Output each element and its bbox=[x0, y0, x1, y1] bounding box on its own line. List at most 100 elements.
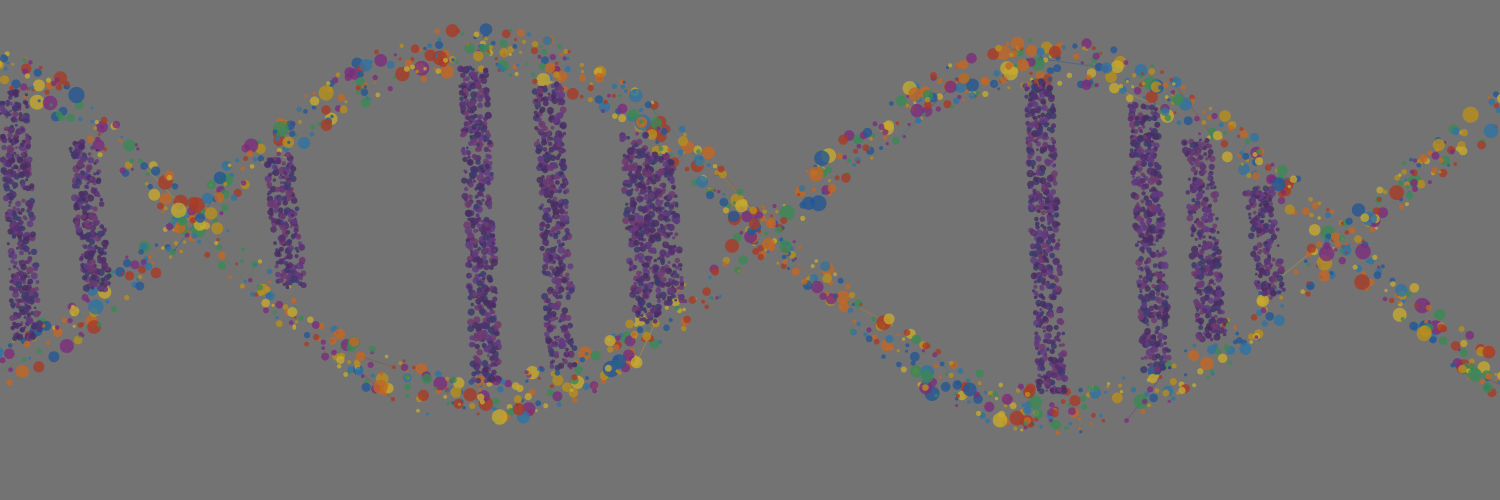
molecule-link bbox=[895, 120, 919, 141]
molecule-dot bbox=[399, 43, 404, 49]
molecule-dot bbox=[1028, 199, 1033, 204]
molecule-dot bbox=[560, 324, 569, 332]
molecule-dot bbox=[272, 178, 277, 182]
molecule-dot bbox=[12, 336, 18, 342]
molecule-dot bbox=[543, 403, 549, 409]
molecule-dot bbox=[1354, 235, 1362, 244]
molecule-dot bbox=[277, 234, 285, 242]
molecule-dot bbox=[727, 210, 740, 223]
molecule-dot bbox=[958, 59, 969, 70]
molecule-dot bbox=[0, 347, 4, 358]
molecule-dot bbox=[355, 77, 365, 87]
molecule-dot bbox=[944, 372, 948, 376]
molecule-dot bbox=[1207, 345, 1217, 355]
molecule-dot bbox=[1122, 376, 1126, 380]
molecule-dot bbox=[235, 262, 238, 266]
molecule-dot bbox=[555, 155, 561, 161]
molecule-dot bbox=[907, 122, 911, 127]
molecule-dot bbox=[953, 97, 960, 105]
molecule-dot bbox=[21, 284, 29, 292]
molecule-dot bbox=[1479, 379, 1485, 385]
molecule-dot bbox=[1184, 373, 1188, 377]
molecule-dot bbox=[636, 252, 645, 260]
molecule-dot bbox=[543, 178, 551, 187]
molecule-dot bbox=[469, 82, 477, 90]
molecule-dot bbox=[1319, 245, 1335, 262]
molecule-dot bbox=[294, 320, 299, 324]
molecule-dot bbox=[1049, 252, 1056, 259]
molecule-dot bbox=[672, 201, 676, 205]
molecule-dot bbox=[204, 251, 211, 258]
molecule-dot bbox=[655, 188, 663, 195]
molecule-dot bbox=[995, 44, 1002, 52]
molecule-dot bbox=[1043, 269, 1046, 273]
molecule-dot bbox=[468, 273, 473, 278]
molecule-dot bbox=[298, 120, 302, 124]
molecule-dot bbox=[1048, 45, 1062, 59]
molecule-dot bbox=[291, 275, 298, 282]
molecule-dot bbox=[566, 277, 570, 281]
molecule-dot bbox=[25, 316, 34, 325]
molecule-dot bbox=[467, 87, 472, 92]
molecule-dot bbox=[1487, 96, 1491, 99]
molecule-dot bbox=[1003, 404, 1008, 408]
molecule-dot bbox=[514, 71, 519, 77]
molecule-dot bbox=[1033, 139, 1038, 144]
molecule-dot bbox=[882, 128, 889, 136]
molecule-dot bbox=[320, 119, 333, 131]
molecule-dot bbox=[477, 102, 483, 109]
molecule-dot bbox=[1144, 391, 1150, 397]
molecule-dot bbox=[1235, 331, 1239, 336]
molecule-dot bbox=[535, 148, 540, 153]
molecule-dot bbox=[680, 282, 684, 287]
molecule-dot bbox=[279, 260, 284, 265]
molecule-dot bbox=[15, 200, 22, 207]
molecule-dot bbox=[955, 393, 961, 399]
molecule-dot bbox=[1050, 357, 1058, 365]
molecule-dot bbox=[1039, 177, 1047, 185]
molecule-dot bbox=[540, 221, 546, 227]
molecule-dot bbox=[1217, 353, 1228, 363]
molecule-dot bbox=[554, 245, 558, 249]
molecule-dot bbox=[179, 249, 183, 254]
molecule-dot bbox=[19, 163, 27, 170]
molecule-dot bbox=[896, 333, 900, 336]
molecule-dot bbox=[464, 200, 472, 208]
molecule-dot bbox=[666, 295, 673, 301]
molecule-dot bbox=[410, 44, 420, 54]
molecule-dot bbox=[629, 200, 637, 208]
molecule-dot bbox=[711, 267, 720, 276]
molecule-dot bbox=[922, 112, 927, 116]
molecule-dot bbox=[363, 85, 368, 89]
molecule-dot bbox=[1032, 188, 1037, 193]
molecule-dot bbox=[603, 99, 608, 105]
molecule-dot bbox=[329, 336, 337, 345]
molecule-dot bbox=[103, 251, 107, 256]
molecule-dot bbox=[19, 250, 24, 256]
molecule-dot bbox=[1143, 277, 1147, 282]
molecule-dot bbox=[1030, 185, 1034, 189]
molecule-dot bbox=[562, 215, 570, 222]
molecule-dot bbox=[612, 113, 618, 119]
molecule-dot bbox=[1372, 254, 1378, 260]
molecule-dot bbox=[481, 243, 487, 249]
molecule-dot bbox=[1157, 335, 1161, 339]
molecule-dot bbox=[1131, 175, 1135, 179]
molecule-dot bbox=[672, 270, 677, 275]
molecule-dot bbox=[326, 86, 333, 93]
molecule-dot bbox=[303, 109, 308, 114]
molecule-dot bbox=[29, 183, 35, 189]
molecule-dot bbox=[344, 100, 348, 104]
molecule-dot bbox=[1149, 393, 1158, 403]
molecule-dot bbox=[1246, 172, 1252, 178]
molecule-dot bbox=[647, 176, 653, 181]
molecule-dot bbox=[1036, 148, 1039, 152]
molecule-dot bbox=[895, 95, 907, 107]
molecule-dot bbox=[177, 216, 187, 226]
molecule-dot bbox=[270, 201, 277, 209]
molecule-dot bbox=[1045, 324, 1053, 332]
molecule-dot bbox=[617, 371, 622, 375]
molecule-dot bbox=[913, 101, 917, 105]
molecule-dot bbox=[1029, 250, 1036, 257]
molecule-dot bbox=[557, 290, 562, 295]
